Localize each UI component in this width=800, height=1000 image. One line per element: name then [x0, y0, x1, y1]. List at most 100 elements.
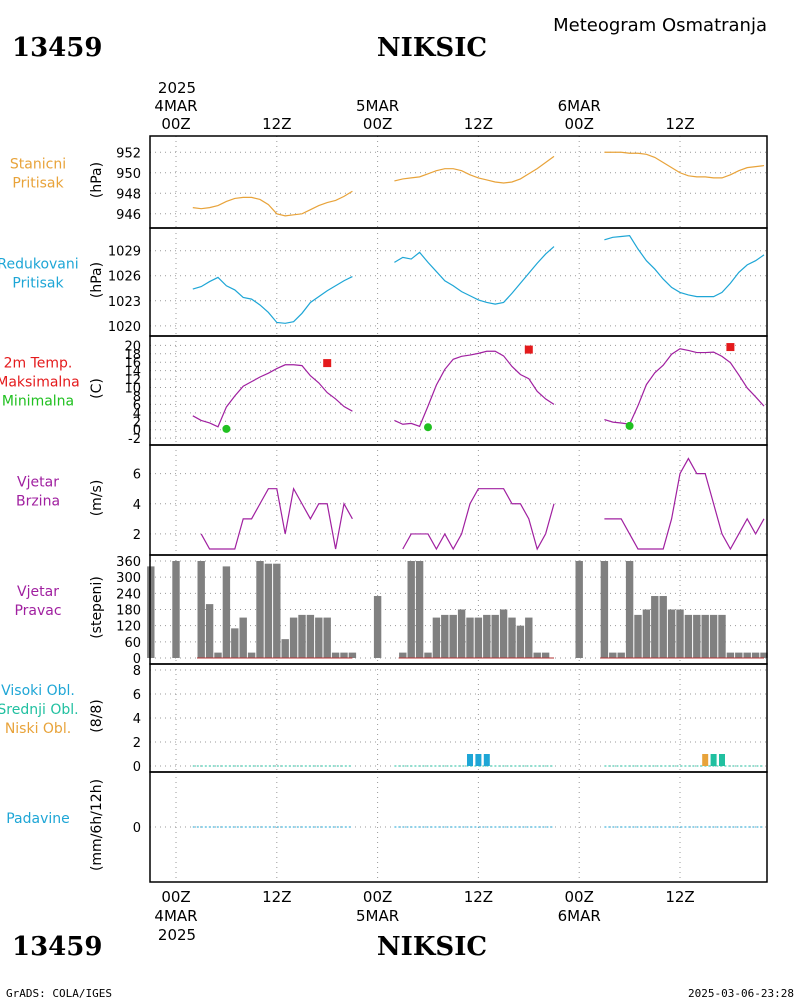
direction-bar — [449, 614, 457, 658]
date-label: 4MAR — [154, 907, 197, 925]
direction-bar — [491, 614, 499, 658]
direction-bar — [315, 617, 323, 658]
date-label: 4MAR — [154, 97, 197, 115]
unit-label: (stepeni) — [89, 576, 105, 639]
panel-label: Maksimalna — [0, 375, 80, 391]
cloud-bar — [710, 754, 717, 766]
direction-bar — [231, 628, 239, 658]
date-label: 6MAR — [558, 97, 601, 115]
y-tick-label: 4 — [133, 712, 141, 727]
y-tick-label: 4 — [133, 498, 141, 513]
max-temp-marker — [726, 343, 735, 352]
panel-frame — [149, 663, 768, 773]
direction-bar — [508, 617, 516, 658]
unit-label: (8/8) — [89, 699, 105, 732]
panel-label: 2m Temp. — [4, 356, 73, 372]
y-tick-label: 300 — [116, 571, 141, 586]
y-tick-label: 60 — [124, 636, 141, 651]
direction-bar — [373, 596, 382, 658]
direction-bar — [541, 652, 550, 658]
direction-bar — [617, 652, 625, 658]
time-tick-label: 00Z — [363, 888, 392, 906]
y-tick-label: 18 — [124, 348, 141, 363]
y-tick-label: -2 — [128, 432, 141, 447]
footer-right: 2025-03-06-23:28 — [688, 987, 794, 1000]
direction-bar — [407, 561, 415, 658]
time-tick-label: 00Z — [565, 115, 594, 133]
direction-bar — [281, 639, 289, 658]
direction-bar — [298, 614, 306, 658]
y-tick-label: 360 — [116, 555, 141, 570]
panel-temp: 2m Temp.MaksimalnaMinimalna(C)2018161412… — [0, 335, 768, 447]
direction-bar — [247, 652, 256, 658]
y-tick-label: 8 — [133, 664, 141, 679]
direction-bar — [600, 561, 609, 658]
cloud-bar — [467, 754, 473, 766]
panel-frame — [149, 227, 768, 337]
min-temp-marker — [625, 421, 634, 430]
direction-bar — [726, 652, 735, 658]
y-tick-label: 1029 — [108, 245, 141, 260]
y-tick-label: 2 — [133, 528, 141, 543]
unit-label: (C) — [89, 378, 105, 399]
station-id-bottom: 13459 — [12, 932, 102, 962]
panel-label: Brzina — [16, 494, 60, 510]
direction-bar — [474, 617, 483, 658]
direction-bar — [751, 652, 760, 658]
series-line — [394, 155, 555, 184]
y-tick-label: 4 — [133, 407, 141, 422]
y-tick-label: 10 — [124, 382, 141, 397]
direction-bar — [609, 652, 617, 658]
y-tick-label: 2 — [133, 415, 141, 430]
direction-bar — [659, 596, 667, 658]
cloud-bar — [475, 754, 482, 766]
y-tick-label: 0 — [133, 424, 141, 439]
unit-label: (mm/6h/12h) — [89, 779, 105, 871]
direction-bar — [197, 561, 205, 658]
direction-bar — [718, 614, 726, 658]
direction-bar — [676, 609, 684, 658]
unit-label: (hPa) — [89, 162, 105, 198]
y-tick-label: 1023 — [108, 295, 141, 310]
series-line — [394, 350, 555, 428]
series-line — [604, 348, 765, 425]
panel-label: Srednji Obl. — [0, 702, 79, 718]
series-line — [192, 190, 353, 217]
station-id-top: 13459 — [12, 33, 102, 63]
panel-label: Niski Obl. — [5, 721, 71, 737]
direction-bar — [306, 614, 315, 658]
direction-bar — [525, 617, 533, 658]
direction-bar — [516, 625, 525, 658]
cloud-bar — [702, 754, 709, 766]
panel-label: Pritisak — [12, 176, 64, 192]
direction-bar — [457, 609, 466, 658]
panel-label: Pravac — [14, 603, 61, 619]
time-tick-label: 00Z — [363, 115, 392, 133]
panel-label: Stanicni — [10, 157, 66, 173]
series-line — [604, 235, 765, 298]
direction-bar — [214, 652, 222, 658]
direction-bar — [483, 614, 491, 658]
y-tick-label: 0 — [133, 821, 141, 836]
direction-bar — [533, 652, 541, 658]
direction-bar — [466, 617, 474, 658]
panel-mslp: Redukovani Pritisak (hPa)1029 1026 1023 1020 — [0, 227, 768, 337]
panel-label: Visoki Obl. — [1, 683, 75, 699]
direction-bar — [289, 617, 298, 658]
panel-precip: Padavine (mm/6h/12h) 0 — [6, 771, 768, 883]
y-tick-label: 1020 — [108, 320, 141, 335]
y-tick-label: 120 — [116, 620, 141, 635]
panel-frame — [149, 135, 768, 229]
y-tick-label: 240 — [116, 587, 141, 602]
panel-label: Padavine — [6, 811, 70, 827]
y-tick-label: 180 — [116, 604, 141, 619]
y-tick-label: 6 — [133, 468, 141, 483]
y-tick-label: 946 — [116, 208, 141, 223]
direction-bar — [735, 652, 743, 658]
time-tick-label: 12Z — [464, 888, 493, 906]
direction-bar — [222, 566, 231, 658]
panel-frame — [149, 771, 768, 883]
y-tick-label: 1026 — [108, 270, 141, 285]
